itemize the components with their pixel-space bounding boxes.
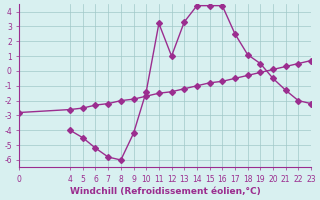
X-axis label: Windchill (Refroidissement éolien,°C): Windchill (Refroidissement éolien,°C): [70, 187, 260, 196]
